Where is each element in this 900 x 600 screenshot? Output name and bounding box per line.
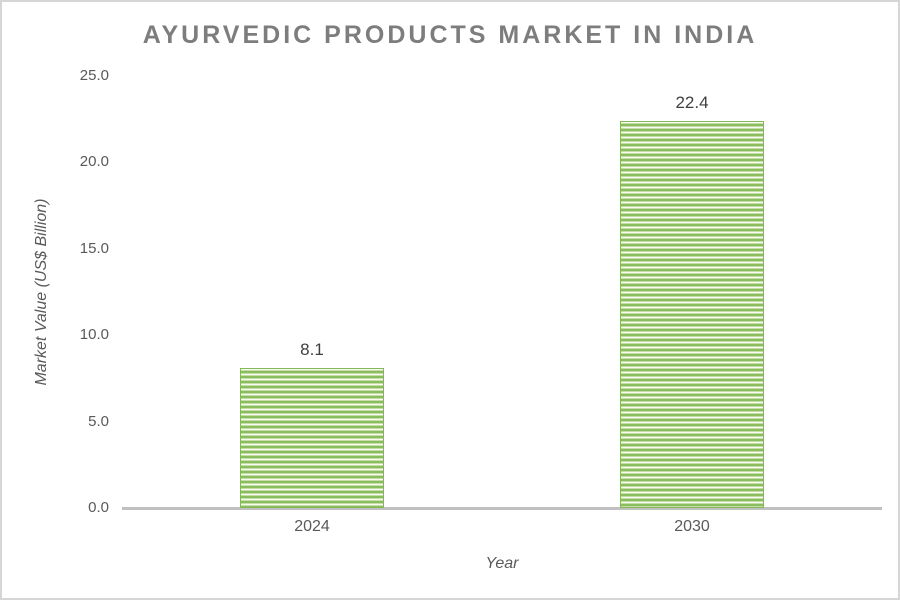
chart-title: AYURVEDIC PRODUCTS MARKET IN INDIA <box>142 21 758 49</box>
y-axis-tick-label: 15.0 <box>79 239 109 257</box>
y-axis-tick-label: 10.0 <box>79 326 109 344</box>
x-axis-tick-label: 2024 <box>294 518 330 535</box>
y-axis-tick-label: 25.0 <box>79 67 109 84</box>
x-axis-tick-label: 2030 <box>674 518 710 535</box>
x-axis-title: Year <box>485 555 519 572</box>
y-axis-title: Market Value (US$ Billion) <box>33 198 50 386</box>
bar-2024 <box>240 368 384 508</box>
x-axis-line <box>122 507 882 510</box>
y-axis-tick-label: 5.0 <box>88 412 109 430</box>
bar-data-label: 8.1 <box>300 340 324 360</box>
y-axis-tick-label: 0.0 <box>88 499 109 516</box>
bar-data-label: 22.4 <box>675 92 709 112</box>
y-axis-tick-label: 20.0 <box>79 153 109 171</box>
bar-2030 <box>620 120 764 508</box>
